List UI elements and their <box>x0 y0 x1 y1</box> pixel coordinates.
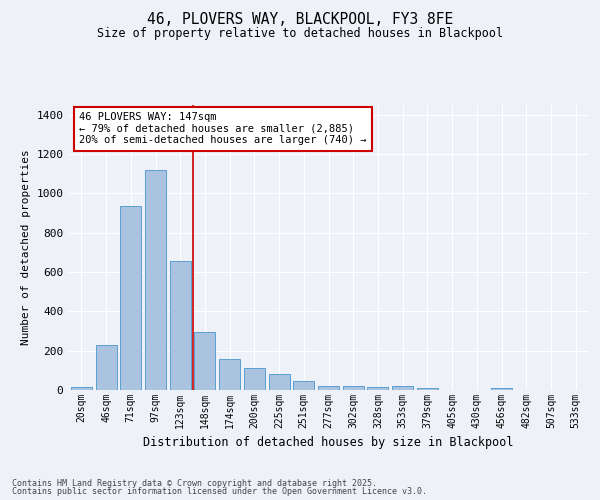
Bar <box>170 262 191 390</box>
Bar <box>120 206 141 390</box>
Bar <box>95 345 116 390</box>
Text: Contains public sector information licensed under the Open Government Licence v3: Contains public sector information licen… <box>12 487 427 496</box>
Bar <box>269 374 290 390</box>
Bar <box>417 388 438 390</box>
Bar <box>392 386 413 390</box>
Text: Contains HM Land Registry data © Crown copyright and database right 2025.: Contains HM Land Registry data © Crown c… <box>12 478 377 488</box>
Text: 46 PLOVERS WAY: 147sqm
← 79% of detached houses are smaller (2,885)
20% of semi-: 46 PLOVERS WAY: 147sqm ← 79% of detached… <box>79 112 367 146</box>
Bar <box>491 388 512 390</box>
Bar <box>293 381 314 390</box>
Bar <box>71 387 92 390</box>
Bar <box>343 386 364 390</box>
Bar <box>244 368 265 390</box>
Y-axis label: Number of detached properties: Number of detached properties <box>21 150 31 346</box>
Text: Size of property relative to detached houses in Blackpool: Size of property relative to detached ho… <box>97 28 503 40</box>
Bar <box>367 387 388 390</box>
Bar <box>194 332 215 390</box>
X-axis label: Distribution of detached houses by size in Blackpool: Distribution of detached houses by size … <box>143 436 514 450</box>
Bar <box>219 358 240 390</box>
Text: 46, PLOVERS WAY, BLACKPOOL, FY3 8FE: 46, PLOVERS WAY, BLACKPOOL, FY3 8FE <box>147 12 453 28</box>
Bar <box>318 386 339 390</box>
Bar <box>145 170 166 390</box>
